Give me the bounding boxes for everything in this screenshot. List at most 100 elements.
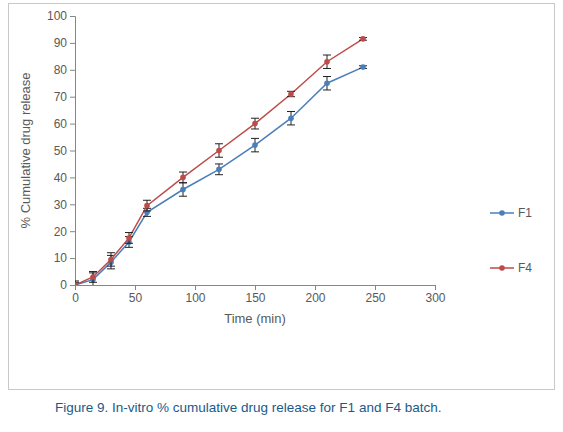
legend-marker [499,265,505,271]
series-marker [360,36,366,42]
series-marker [288,91,294,97]
y-axis: 0 10 20 30 40 50 60 70 80 90 100 [47,9,76,292]
x-tick-mark [195,285,196,290]
error-bar-cap [89,271,97,272]
y-tick: 90 [54,36,75,50]
x-tick: 100 [185,285,205,305]
series-marker [360,64,366,70]
error-bar-cap [125,247,133,248]
y-tick: 60 [54,117,75,131]
x-axis-title: Time (min) [224,311,286,326]
y-tick-mark [70,151,75,152]
error-bar-cap [215,157,223,158]
series-line [75,67,363,285]
error-bar-cap [143,211,151,212]
y-tick-label: 50 [54,144,68,158]
y-tick-label: 40 [54,171,68,185]
series-marker [180,175,186,181]
series-marker [216,167,222,173]
error-bar-cap [179,196,187,197]
y-tick: 30 [54,198,75,212]
y-tick-label: 80 [54,63,68,77]
y-tick-label: 100 [47,9,67,23]
series [75,36,367,285]
error-bar-cap [323,55,331,56]
x-tick: 150 [245,285,265,305]
y-tick-label: 30 [54,198,68,212]
error-bar-cap [89,282,97,283]
error-bar-cap [75,280,79,281]
x-tick-mark [315,285,316,290]
y-tick: 70 [54,90,75,104]
x-tick-label: 0 [72,291,79,305]
x-tick-mark [435,285,436,290]
error-bar-cap [143,200,151,201]
error-bar-cap [287,124,295,125]
error-bar [251,138,259,151]
y-tick: 10 [54,251,75,265]
y-tick-label: 60 [54,117,68,131]
y-tick-mark [70,124,75,125]
error-bar-cap [125,232,133,233]
chart-frame [9,4,555,390]
x-tick: 250 [365,285,385,305]
series-marker [144,203,150,209]
y-tick-mark [70,285,75,286]
x-tick: 50 [129,285,143,305]
error-bar-cap [107,266,115,267]
error-bar-cap [287,111,295,112]
error-bar [287,111,295,124]
error-bar [215,164,223,175]
series-marker [324,59,330,65]
series [75,64,367,285]
y-tick-label: 90 [54,36,68,50]
series-marker [90,274,96,280]
y-tick-label: 70 [54,90,68,104]
legend-label: F1 [518,206,532,220]
error-bar-cap [179,182,187,183]
error-bar [323,55,331,68]
error-bar-cap [323,76,331,77]
x-tick-label: 250 [365,291,385,305]
error-bar [179,172,187,183]
error-bar-cap [215,174,223,175]
error-bar [89,272,97,283]
series-marker [252,121,258,127]
y-tick-mark [70,70,75,71]
x-tick-label: 300 [425,291,445,305]
y-tick: 100 [47,9,75,23]
series-marker [324,80,330,86]
y-tick-mark [70,43,75,44]
chart: 0 50 100 150 200 250 300 0 10 20 30 40 50 60 70 80 90 100… [0,0,563,432]
error-bar [107,253,115,266]
caption: Figure 9. In-vitro % cumulative drug rel… [55,400,441,415]
y-tick: 20 [54,225,75,239]
error-bar [251,118,259,129]
y-tick-mark [70,177,75,178]
x-tick: 200 [305,285,325,305]
y-tick: 40 [54,171,75,185]
legend-item: F4 [490,261,532,275]
series-marker [288,115,294,121]
error-bar-cap [323,68,331,69]
error-bar-cap [251,128,259,129]
error-bar-cap [251,151,259,152]
y-tick-label: 10 [54,251,68,265]
x-tick-label: 100 [185,291,205,305]
y-tick-mark [70,16,75,17]
x-tick-label: 200 [305,291,325,305]
series-marker [126,235,132,241]
y-tick: 0 [60,278,75,292]
x-axis-line [76,286,436,291]
series-marker [108,257,114,263]
y-tick: 80 [54,63,75,77]
error-bar-cap [251,138,259,139]
x-tick: 0 [72,285,79,305]
error-bar-cap [107,268,115,269]
x-tick-label: 150 [245,291,265,305]
series-line [75,39,363,285]
series-marker [216,148,222,154]
y-tick-mark [70,97,75,98]
error-bar-cap [143,216,151,217]
error-bar-cap [179,172,187,173]
